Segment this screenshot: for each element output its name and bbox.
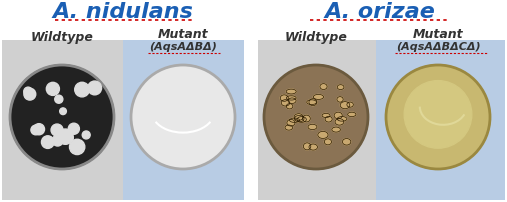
Ellipse shape (313, 94, 323, 99)
Circle shape (55, 95, 63, 103)
Ellipse shape (332, 127, 340, 132)
Ellipse shape (289, 118, 300, 122)
Ellipse shape (303, 143, 311, 150)
Circle shape (68, 123, 80, 134)
Ellipse shape (337, 117, 347, 121)
Ellipse shape (280, 95, 288, 101)
Ellipse shape (334, 112, 342, 119)
FancyBboxPatch shape (258, 40, 376, 200)
Ellipse shape (286, 104, 293, 109)
Ellipse shape (335, 119, 344, 125)
Circle shape (69, 139, 85, 155)
Ellipse shape (303, 115, 310, 122)
FancyBboxPatch shape (123, 40, 244, 200)
Text: Wildtype: Wildtype (284, 31, 347, 43)
Circle shape (46, 82, 59, 95)
Ellipse shape (348, 112, 356, 117)
Ellipse shape (340, 102, 350, 109)
Circle shape (24, 88, 36, 100)
Circle shape (24, 87, 32, 96)
Ellipse shape (324, 139, 332, 145)
Text: (AqsAΔBΔ): (AqsAΔBΔ) (149, 42, 217, 52)
Ellipse shape (295, 115, 304, 122)
Circle shape (33, 124, 45, 135)
Circle shape (82, 131, 90, 139)
Ellipse shape (347, 102, 353, 107)
Ellipse shape (318, 131, 328, 138)
Circle shape (65, 135, 73, 142)
Ellipse shape (337, 97, 343, 102)
Text: (AqsAΔBΔCΔ): (AqsAΔBΔCΔ) (395, 42, 480, 52)
FancyBboxPatch shape (376, 40, 505, 200)
Circle shape (60, 108, 66, 115)
Circle shape (58, 129, 73, 144)
Circle shape (31, 125, 41, 135)
Ellipse shape (309, 144, 317, 150)
Ellipse shape (287, 119, 295, 126)
Text: Mutant: Mutant (413, 27, 463, 40)
Ellipse shape (308, 124, 317, 130)
Ellipse shape (297, 117, 306, 122)
Circle shape (404, 81, 472, 148)
FancyBboxPatch shape (2, 40, 123, 200)
Circle shape (42, 136, 54, 148)
Text: A. nidulans: A. nidulans (53, 2, 194, 22)
Ellipse shape (337, 85, 344, 89)
Ellipse shape (288, 98, 296, 103)
Circle shape (264, 65, 368, 169)
Circle shape (75, 82, 89, 97)
Ellipse shape (285, 125, 293, 130)
Circle shape (10, 65, 114, 169)
Ellipse shape (286, 89, 296, 94)
Ellipse shape (322, 113, 330, 118)
Text: Wildtype: Wildtype (30, 31, 93, 43)
Ellipse shape (286, 96, 296, 100)
Circle shape (52, 135, 63, 146)
Text: A. orizae: A. orizae (324, 2, 436, 22)
Ellipse shape (320, 84, 327, 89)
Ellipse shape (307, 100, 316, 104)
Ellipse shape (294, 114, 303, 120)
Circle shape (66, 134, 73, 141)
Circle shape (88, 81, 101, 95)
Ellipse shape (309, 99, 317, 106)
Circle shape (51, 124, 63, 136)
Ellipse shape (325, 116, 332, 122)
Circle shape (386, 65, 490, 169)
Ellipse shape (342, 139, 351, 145)
Circle shape (131, 65, 235, 169)
Ellipse shape (281, 100, 289, 106)
Text: Mutant: Mutant (158, 27, 208, 40)
